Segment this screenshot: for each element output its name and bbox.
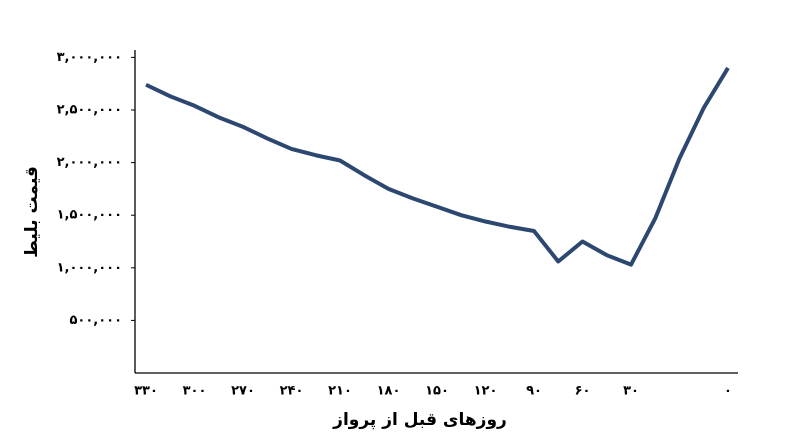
y-tick-label: ۲,۵۰۰,۰۰۰	[57, 103, 122, 118]
x-tick-label: ۲۴۰	[280, 384, 304, 399]
y-tick-label: ۱,۰۰۰,۰۰۰	[57, 260, 122, 275]
x-tick-label: ۳۰۰	[183, 384, 207, 399]
x-tick-label: ۹۰	[526, 384, 542, 399]
x-tick-label: ۰	[724, 384, 732, 399]
x-tick-label: ۱۵۰	[425, 384, 449, 399]
y-tick-label: ۳,۰۰۰,۰۰۰	[57, 50, 122, 65]
x-tick-label: ۶۰	[575, 384, 591, 399]
x-tick-label: ۱۸۰	[377, 384, 401, 399]
x-tick-label: ۳۰	[623, 384, 639, 399]
y-axis-title: قیمت بلیط	[22, 166, 42, 258]
x-tick-label: ۲۷۰	[231, 384, 255, 399]
y-tick-label: ۵۰۰,۰۰۰	[69, 313, 122, 328]
y-tick-label: ۱,۵۰۰,۰۰۰	[57, 208, 122, 223]
line	[145, 66, 730, 267]
y-tick-label: ۲,۰۰۰,۰۰۰	[57, 155, 122, 170]
x-tick-label: ۲۱۰	[328, 384, 352, 399]
x-axis-title: روزهای قبل از پرواز	[332, 410, 507, 430]
x-tick-label: ۱۲۰	[474, 384, 498, 399]
x-tick-label: ۳۳۰	[134, 384, 158, 399]
